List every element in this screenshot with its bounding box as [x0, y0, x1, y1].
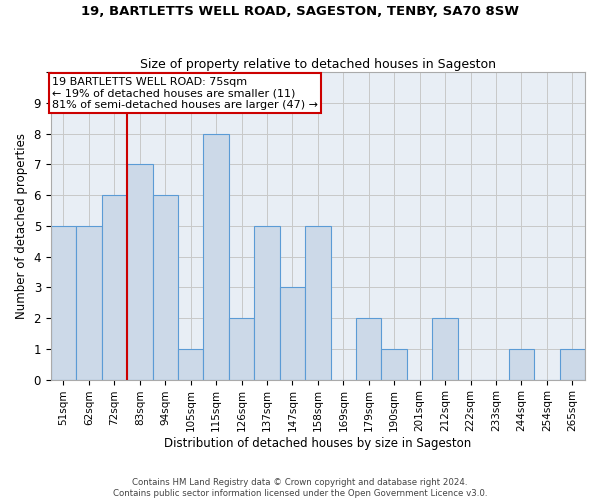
Text: 19, BARTLETTS WELL ROAD, SAGESTON, TENBY, SA70 8SW: 19, BARTLETTS WELL ROAD, SAGESTON, TENBY…: [81, 5, 519, 18]
Bar: [382, 349, 407, 380]
Bar: [51, 226, 76, 380]
Bar: [509, 349, 534, 380]
Bar: [178, 349, 203, 380]
Bar: [356, 318, 382, 380]
Bar: [305, 226, 331, 380]
Bar: [229, 318, 254, 380]
Bar: [280, 288, 305, 380]
Text: Contains HM Land Registry data © Crown copyright and database right 2024.
Contai: Contains HM Land Registry data © Crown c…: [113, 478, 487, 498]
Bar: [76, 226, 101, 380]
X-axis label: Distribution of detached houses by size in Sageston: Distribution of detached houses by size …: [164, 437, 472, 450]
Bar: [152, 195, 178, 380]
Bar: [433, 318, 458, 380]
Title: Size of property relative to detached houses in Sageston: Size of property relative to detached ho…: [140, 58, 496, 71]
Bar: [203, 134, 229, 380]
Bar: [127, 164, 152, 380]
Text: 19 BARTLETTS WELL ROAD: 75sqm
← 19% of detached houses are smaller (11)
81% of s: 19 BARTLETTS WELL ROAD: 75sqm ← 19% of d…: [52, 77, 318, 110]
Bar: [254, 226, 280, 380]
Bar: [560, 349, 585, 380]
Bar: [101, 195, 127, 380]
Y-axis label: Number of detached properties: Number of detached properties: [15, 133, 28, 319]
